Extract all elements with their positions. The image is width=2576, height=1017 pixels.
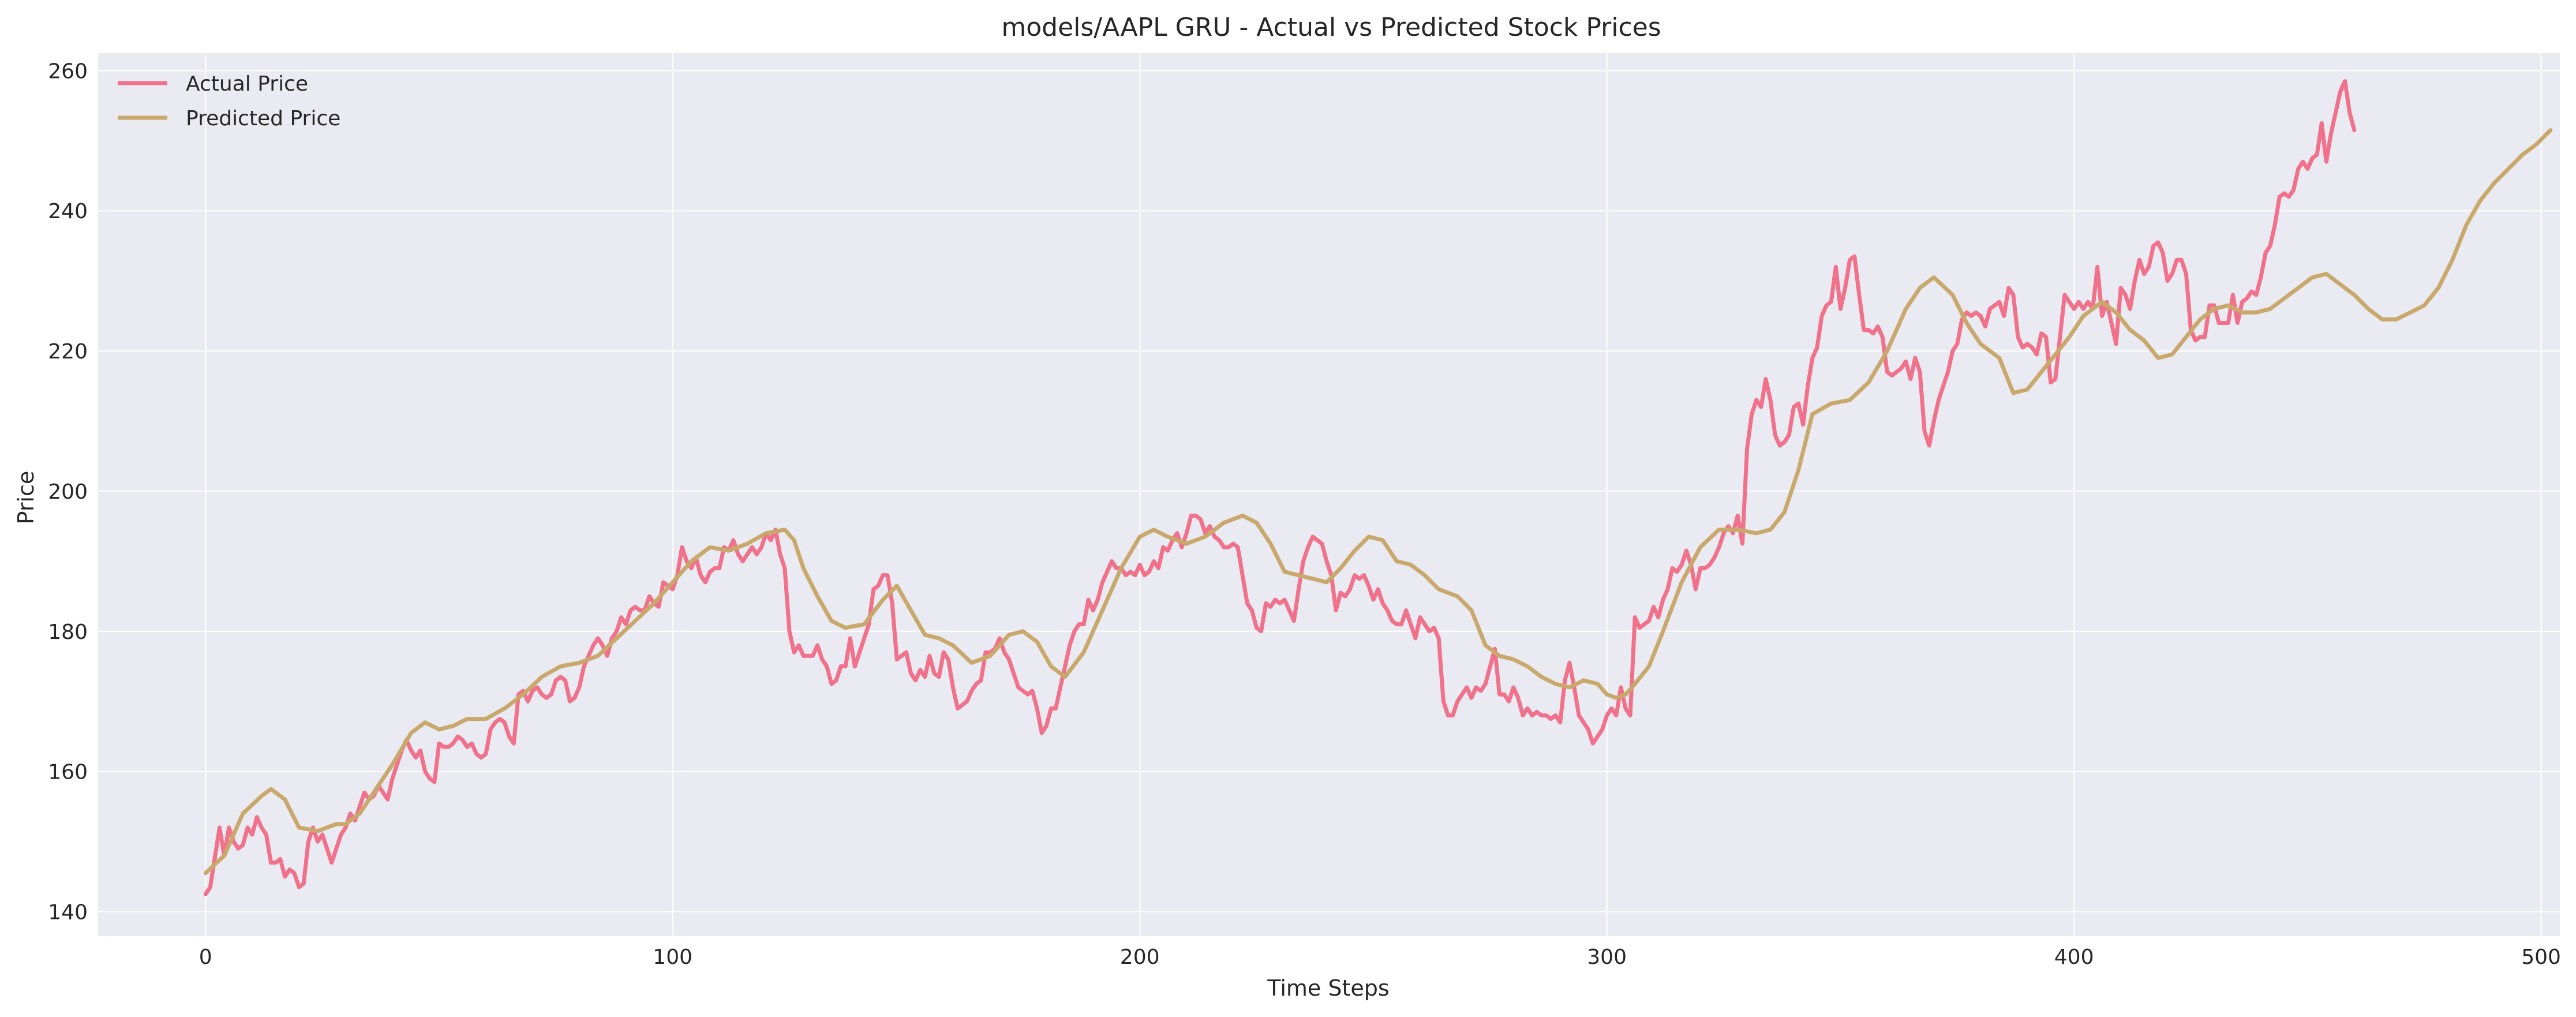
- x-tick-label: 100: [653, 945, 692, 969]
- series-lines: [203, 79, 2553, 896]
- y-tick-label: 180: [48, 620, 88, 644]
- legend-label: Predicted Price: [186, 107, 340, 130]
- x-tick-label: 500: [2521, 945, 2561, 969]
- grid-lines: [98, 53, 2560, 936]
- x-tick-label: 400: [2054, 945, 2094, 969]
- x-axis-title: Time Steps: [1267, 975, 1389, 1001]
- y-tick-label: 140: [48, 901, 88, 925]
- plot-background: [98, 53, 2560, 936]
- series-line-1: [203, 128, 2553, 876]
- x-tick-label: 300: [1587, 945, 1627, 969]
- series-line-0: [203, 79, 2357, 896]
- legend-label: Actual Price: [186, 72, 308, 96]
- y-tick-label: 220: [48, 340, 88, 364]
- legend: Actual Price Predicted Price: [118, 72, 340, 130]
- chart-title: models/AAPL GRU - Actual vs Predicted St…: [1001, 13, 1661, 42]
- y-tick-label: 200: [48, 480, 88, 504]
- x-tick-label: 0: [199, 945, 212, 969]
- y-tick-label: 260: [48, 59, 88, 83]
- y-axis-title: Price: [13, 471, 39, 525]
- x-axis-ticks: 0 100 200 300 400 500: [199, 945, 2561, 969]
- y-axis-ticks: 140 160 180 200 220 240 260: [48, 59, 88, 924]
- y-tick-label: 240: [48, 200, 88, 223]
- y-tick-label: 160: [48, 761, 88, 784]
- x-tick-label: 200: [1120, 945, 1160, 969]
